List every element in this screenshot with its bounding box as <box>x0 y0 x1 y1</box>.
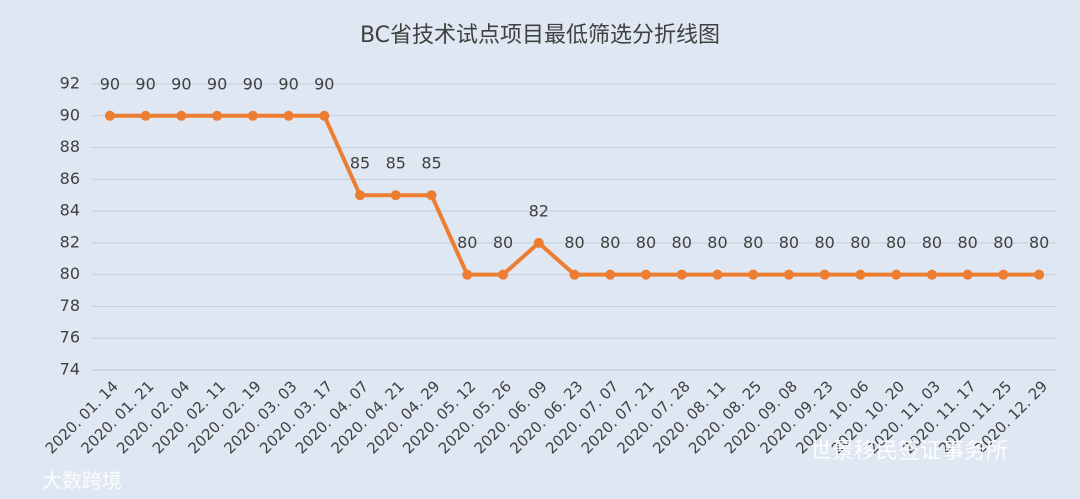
data-label: 90 <box>278 74 298 93</box>
y-tick-label: 82 <box>60 232 80 251</box>
point <box>640 269 651 280</box>
watermark: 世景移民签证事务所 <box>810 439 1008 464</box>
y-tick-label: 90 <box>60 105 80 124</box>
y-tick-label: 74 <box>60 360 80 379</box>
point <box>176 110 187 121</box>
data-label: 80 <box>1029 233 1049 252</box>
data-label: 80 <box>815 233 835 252</box>
point <box>247 110 258 121</box>
data-label: 90 <box>171 74 191 93</box>
point <box>605 269 616 280</box>
data-label: 90 <box>243 74 263 93</box>
data-label: 80 <box>636 233 656 252</box>
data-label: 90 <box>314 74 334 93</box>
data-label: 80 <box>850 233 870 252</box>
data-label: 80 <box>779 233 799 252</box>
data-label: 82 <box>529 201 549 220</box>
point <box>819 269 830 280</box>
data-label: 80 <box>886 233 906 252</box>
y-tick-label: 80 <box>60 264 80 283</box>
y-tick-label: 84 <box>60 201 80 220</box>
point <box>319 110 330 121</box>
data-label: 80 <box>493 233 513 252</box>
point <box>1034 269 1045 280</box>
point <box>926 269 937 280</box>
data-label: 90 <box>207 74 227 93</box>
y-tick-label: 86 <box>60 169 80 188</box>
point <box>140 110 151 121</box>
chart-title: BC省技术试点项目最低筛选分折线图 <box>360 23 720 48</box>
data-label: 85 <box>421 154 441 173</box>
point <box>783 269 794 280</box>
data-label: 80 <box>993 233 1013 252</box>
data-label: 80 <box>564 233 584 252</box>
point <box>426 190 437 201</box>
data-label: 90 <box>100 74 120 93</box>
point <box>462 269 473 280</box>
data-label: 80 <box>957 233 977 252</box>
point <box>390 190 401 201</box>
point <box>533 237 544 248</box>
y-tick-label: 78 <box>60 296 80 315</box>
data-label: 80 <box>707 233 727 252</box>
data-label: 80 <box>743 233 763 252</box>
point <box>569 269 580 280</box>
data-label: 85 <box>386 154 406 173</box>
point <box>104 110 115 121</box>
data-label: 85 <box>350 154 370 173</box>
y-tick-label: 76 <box>60 328 80 347</box>
point <box>283 110 294 121</box>
point <box>998 269 1009 280</box>
data-label: 80 <box>457 233 477 252</box>
y-tick-label: 92 <box>60 74 80 93</box>
data-label: 80 <box>922 233 942 252</box>
point <box>212 110 223 121</box>
point <box>676 269 687 280</box>
point <box>712 269 723 280</box>
point <box>498 269 509 280</box>
data-label: 80 <box>600 233 620 252</box>
point <box>855 269 866 280</box>
data-label: 90 <box>135 74 155 93</box>
watermark: 大数跨境 <box>42 469 122 493</box>
y-tick-label: 88 <box>60 137 80 156</box>
point <box>891 269 902 280</box>
point <box>355 190 366 201</box>
point <box>962 269 973 280</box>
point <box>748 269 759 280</box>
data-label: 80 <box>672 233 692 252</box>
